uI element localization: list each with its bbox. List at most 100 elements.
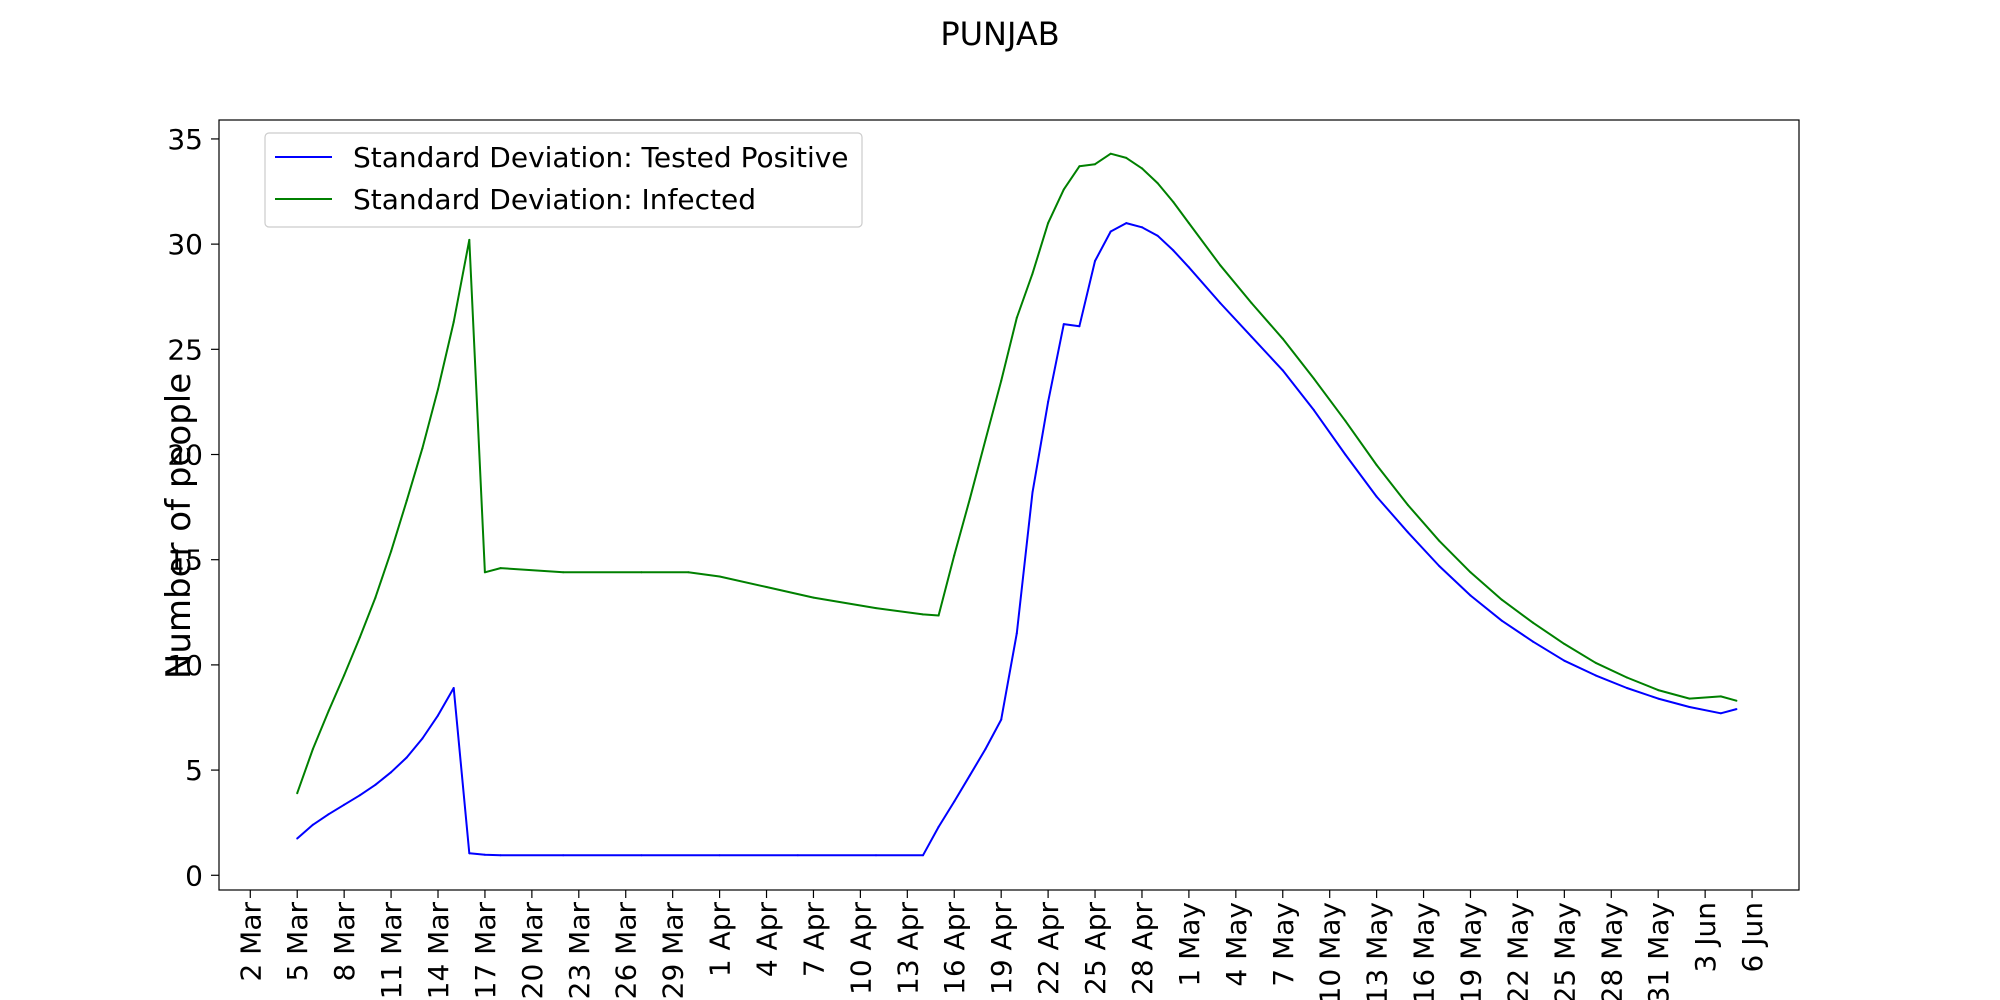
data-point bbox=[452, 687, 455, 689]
data-point bbox=[437, 388, 439, 391]
x-tick-label: 11 Mar bbox=[375, 902, 408, 1000]
legend-label-infected: Standard Deviation: Infected bbox=[353, 183, 756, 216]
x-tick-label: 13 May bbox=[1361, 902, 1394, 1000]
x-tick-label: 25 Apr bbox=[1079, 902, 1112, 995]
data-point bbox=[1000, 718, 1003, 721]
data-point bbox=[421, 737, 424, 740]
data-point bbox=[1125, 222, 1128, 225]
legend-box bbox=[264, 132, 863, 228]
data-point bbox=[1406, 504, 1409, 506]
chart-title: PUNJAB bbox=[940, 15, 1059, 53]
x-tick-label: 17 Mar bbox=[469, 902, 502, 1000]
x-tick-label: 3 Jun bbox=[1689, 902, 1722, 972]
data-point bbox=[1344, 419, 1347, 422]
data-point bbox=[1031, 272, 1034, 275]
data-point bbox=[296, 837, 299, 840]
data-point bbox=[687, 571, 690, 574]
x-tick-label: 2 Mar bbox=[234, 902, 267, 982]
x-tick-label: 8 Mar bbox=[328, 902, 361, 982]
x-tick-label: 10 May bbox=[1314, 902, 1347, 1000]
x-tick-label: 20 Mar bbox=[516, 902, 549, 1000]
data-point bbox=[1000, 379, 1003, 382]
data-point bbox=[718, 575, 721, 578]
data-point bbox=[1438, 539, 1441, 542]
data-point bbox=[1344, 453, 1347, 456]
data-point bbox=[499, 567, 502, 570]
data-point bbox=[343, 803, 346, 806]
y-tick-label: 5 bbox=[185, 754, 203, 787]
x-tick-label: 19 Apr bbox=[985, 902, 1018, 995]
data-point bbox=[953, 800, 956, 803]
data-point bbox=[1015, 632, 1018, 635]
data-point bbox=[1735, 699, 1738, 702]
data-point bbox=[922, 613, 924, 616]
series-line-standard-deviation-infected bbox=[296, 152, 1737, 794]
x-tick-label: 29 Mar bbox=[657, 902, 690, 1000]
series-line-standard-deviation-tested-positive bbox=[296, 222, 1737, 857]
x-tick-label: 19 May bbox=[1455, 902, 1488, 1000]
data-point bbox=[1109, 152, 1112, 155]
data-point bbox=[1625, 687, 1628, 689]
data-point bbox=[499, 854, 502, 857]
data-point bbox=[390, 550, 393, 553]
data-point bbox=[296, 792, 299, 795]
data-point bbox=[765, 586, 768, 588]
data-point bbox=[1563, 659, 1566, 662]
y-tick-label: 30 bbox=[167, 228, 203, 261]
data-point bbox=[640, 854, 643, 857]
y-tick-label: 0 bbox=[185, 859, 203, 892]
data-point bbox=[1125, 156, 1128, 159]
data-point bbox=[1657, 697, 1660, 700]
x-tick-label: 16 Apr bbox=[938, 902, 971, 995]
data-point bbox=[1625, 676, 1628, 679]
data-point bbox=[1469, 571, 1472, 574]
data-point bbox=[468, 852, 471, 855]
data-point bbox=[1500, 598, 1503, 601]
data-point bbox=[562, 854, 565, 857]
x-tick-label: 4 Apr bbox=[751, 902, 784, 978]
data-point bbox=[640, 571, 643, 574]
data-point bbox=[1281, 369, 1284, 372]
x-tick-label: 7 Apr bbox=[798, 902, 831, 978]
data-point bbox=[1141, 167, 1143, 170]
data-point bbox=[968, 774, 971, 777]
legend-label-tested-positive: Standard Deviation: Tested Positive bbox=[353, 141, 849, 174]
data-point bbox=[718, 854, 721, 857]
data-point bbox=[437, 714, 439, 717]
y-tick-label: 25 bbox=[167, 333, 203, 366]
plot-frame bbox=[218, 119, 1800, 891]
data-point bbox=[374, 783, 377, 786]
data-point bbox=[1469, 594, 1472, 597]
data-point bbox=[812, 596, 815, 599]
y-tick-label: 35 bbox=[167, 123, 203, 156]
legend: Standard Deviation: Tested Positive Stan… bbox=[264, 132, 863, 228]
x-tick-label: 31 May bbox=[1642, 902, 1675, 1000]
data-point bbox=[984, 438, 987, 441]
data-point bbox=[1563, 642, 1566, 645]
data-point bbox=[1047, 222, 1050, 225]
x-tick-label: 5 Mar bbox=[281, 902, 314, 982]
data-point bbox=[562, 571, 565, 574]
data-point bbox=[1281, 337, 1284, 340]
x-tick-label: 25 May bbox=[1548, 902, 1581, 1000]
data-point bbox=[1015, 316, 1018, 319]
data-point bbox=[1187, 266, 1190, 269]
data-point bbox=[1078, 325, 1081, 328]
x-tick-label: 4 May bbox=[1220, 902, 1253, 987]
x-tick-label: 28 May bbox=[1595, 902, 1628, 1000]
data-point bbox=[1313, 377, 1315, 380]
series-standard-deviation-infected bbox=[296, 152, 1738, 795]
data-point bbox=[1141, 226, 1143, 229]
data-point bbox=[1109, 230, 1112, 233]
x-tick-label: 13 Apr bbox=[891, 902, 924, 995]
data-point bbox=[1375, 495, 1378, 498]
x-tick-label: 26 Mar bbox=[610, 902, 643, 1000]
data-point bbox=[390, 771, 393, 774]
data-point bbox=[1719, 712, 1722, 715]
data-point bbox=[1156, 234, 1159, 237]
data-point bbox=[1438, 565, 1441, 567]
plot-series bbox=[296, 152, 1738, 857]
y-tick-label: 10 bbox=[167, 649, 203, 682]
data-point bbox=[1594, 674, 1597, 677]
